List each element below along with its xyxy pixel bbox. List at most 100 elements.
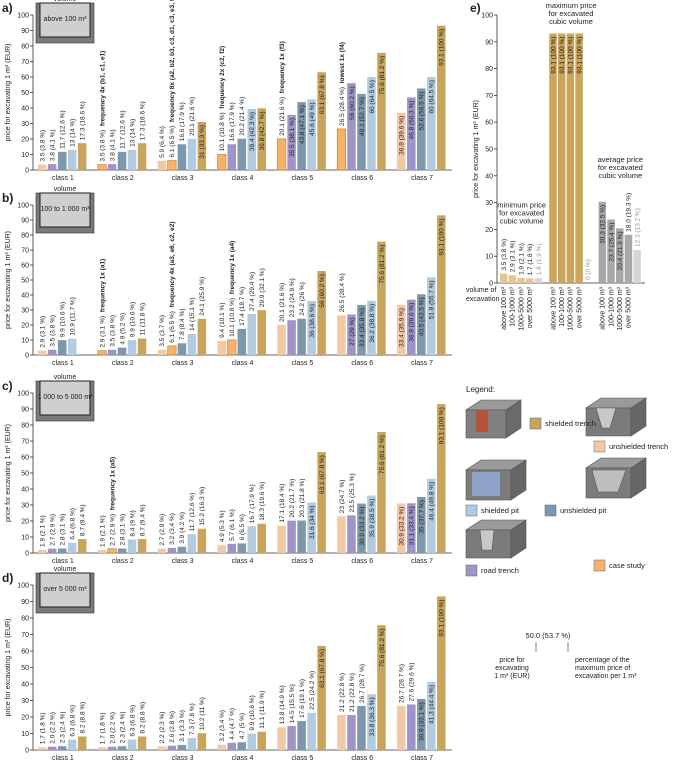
bar (407, 97, 416, 170)
bar (97, 164, 107, 171)
value-label: 8.2 (8.8 %) (139, 702, 146, 734)
group-title: cubic volume (549, 17, 593, 26)
value-label-text: 23 (24.7 %) (339, 480, 346, 514)
value-label: 3.9 (4.2 %) (179, 512, 186, 544)
value-label-text: 7.3 (7.8 %) (189, 703, 196, 735)
bar (107, 746, 117, 750)
legend-label: shielded pit (481, 506, 520, 515)
bar (217, 545, 226, 553)
x-tick-label: class 1 (52, 755, 74, 762)
y-tick-label: 70 (21, 248, 29, 255)
bar (427, 478, 436, 553)
x-axis-label: excavation (466, 296, 500, 303)
value-label-text: 14.5 (15.5 %) (289, 684, 296, 723)
value-label-text: 75.6 (81.2 %) (379, 435, 386, 474)
bar (598, 201, 607, 283)
value-label: 2.8 (3.1 %) (119, 514, 126, 546)
value-label: 9.9 (10.6 %) (129, 302, 136, 337)
panel-label: d) (2, 571, 13, 585)
value-label: 15.2 (16.3 %) (199, 487, 206, 526)
x-tick-label: class 4 (232, 755, 254, 762)
bar (297, 720, 306, 750)
value-label-text: 2.3 (2.4 %) (59, 711, 66, 743)
value-label-text: 20.1 (21.6 %) (279, 97, 286, 136)
bar (526, 278, 534, 283)
bar (307, 301, 316, 355)
y-tick-label: 90 (485, 39, 493, 46)
value-label-text: 21.2 (22.8 %) (349, 673, 356, 712)
bar (177, 144, 187, 170)
bar (307, 99, 316, 170)
value-label: 11.1 (11.9 %) (259, 691, 266, 729)
bar (417, 497, 426, 553)
x-tick-label: class 5 (291, 755, 313, 762)
value-label: 4.9 (5.3 %) (219, 510, 226, 542)
value-label-text: 2.2 (2.3 %) (159, 712, 166, 744)
bar (549, 33, 557, 283)
bar (197, 528, 207, 553)
x-tick-label: over 5000 m³ (527, 286, 534, 328)
bar (624, 234, 633, 283)
case-study-note: frequency 4x (b1, c1, e1) (99, 51, 106, 127)
bar (257, 108, 266, 170)
value-label-text: 9.9 (10.6 %) (249, 695, 256, 730)
value-label: 9.9 (10.6 %) (59, 302, 66, 337)
key-price-text: price for (499, 657, 525, 664)
value-label-text: 11 (11.8 %) (139, 303, 146, 336)
bar (377, 241, 386, 355)
inset-text: above 100 m³ (44, 16, 87, 23)
value-label: 23.7 (25.4 %) (608, 222, 615, 261)
value-label-text: 93.1 (100 %) (439, 218, 446, 255)
value-label-text: 93.1 (100 %) (439, 599, 446, 636)
value-label-text: 30.9 (33.1 %) (419, 702, 426, 741)
value-label: 20.1 (21.6 %) (279, 283, 286, 322)
value-label: 26.7 (28.7 %) (399, 664, 406, 703)
value-label: 11 (11.8 %) (139, 303, 146, 336)
legend-label: shielded trench (545, 419, 596, 428)
value-label-text: 31 (33.3 %) (199, 125, 206, 159)
group-title: cubic volume (500, 216, 544, 225)
bar (247, 313, 256, 355)
value-label: 7.8 (8.4 %) (179, 309, 186, 341)
y-tick-label: 80 (21, 233, 29, 240)
x-tick-label: class 2 (112, 175, 134, 182)
value-label-text: 51.8 (55.7 %) (429, 280, 436, 319)
y-tick-label: 30 (21, 698, 29, 705)
bar (367, 694, 376, 750)
icon-road-trench (465, 519, 527, 559)
value-label: 7.3 (7.8 %) (189, 703, 196, 735)
value-label-text: 8.2 (8.8 %) (139, 702, 146, 734)
value-label-text: 3.2 (3.4 %) (169, 513, 176, 545)
value-label: 2.0 (2.2 %) (49, 712, 56, 744)
inset-text: 1 000 to 5 000 m³ (38, 394, 94, 401)
value-label: 2.2 (2.3 %) (159, 712, 166, 744)
value-label: 17.1 (18.4 %) (279, 484, 286, 523)
value-label: 5.7 (6.1 %) (229, 509, 236, 541)
value-label: 2.7 (2.9 %) (49, 514, 56, 546)
bar (257, 731, 266, 750)
value-label-text: 13 (14 %) (129, 119, 136, 147)
bar (407, 704, 416, 750)
value-label-text: 56 (60.2 %) (319, 274, 326, 308)
value-label-text: 2.8 (3.1 %) (119, 514, 126, 546)
value-label: 26.5 (28.4 %) lowest 1x (f4) (339, 42, 346, 126)
value-label-text: 6.4 (6.8 %) (69, 508, 76, 540)
value-label: 33.8 (36.3 %) (369, 697, 376, 736)
bar (427, 681, 436, 750)
bar (367, 495, 376, 553)
y-tick-label: 70 (485, 93, 493, 100)
value-label: 0 (0 %) (585, 259, 592, 280)
value-label: 93.1 (100 %) (439, 218, 446, 255)
value-label: 10.1 (10.8 %) frequency 1x (a4) (229, 241, 236, 337)
y-tick-label: 50 (21, 471, 29, 478)
value-label: 2.7 (2.9 %) frequency 1x (a5) (109, 457, 116, 546)
value-label-text: 36.9 (39.6 %) (399, 116, 406, 155)
value-label: 14 (15.1 %) (189, 297, 196, 331)
y-tick-label: 70 (21, 632, 29, 639)
bar (167, 160, 177, 171)
bar (107, 164, 117, 170)
value-label: 20.2 (21.4 %) (239, 97, 246, 136)
x-tick-label: 1000-5000 m³ (518, 286, 525, 330)
value-label: 51.8 (55.7 %) (429, 280, 436, 319)
